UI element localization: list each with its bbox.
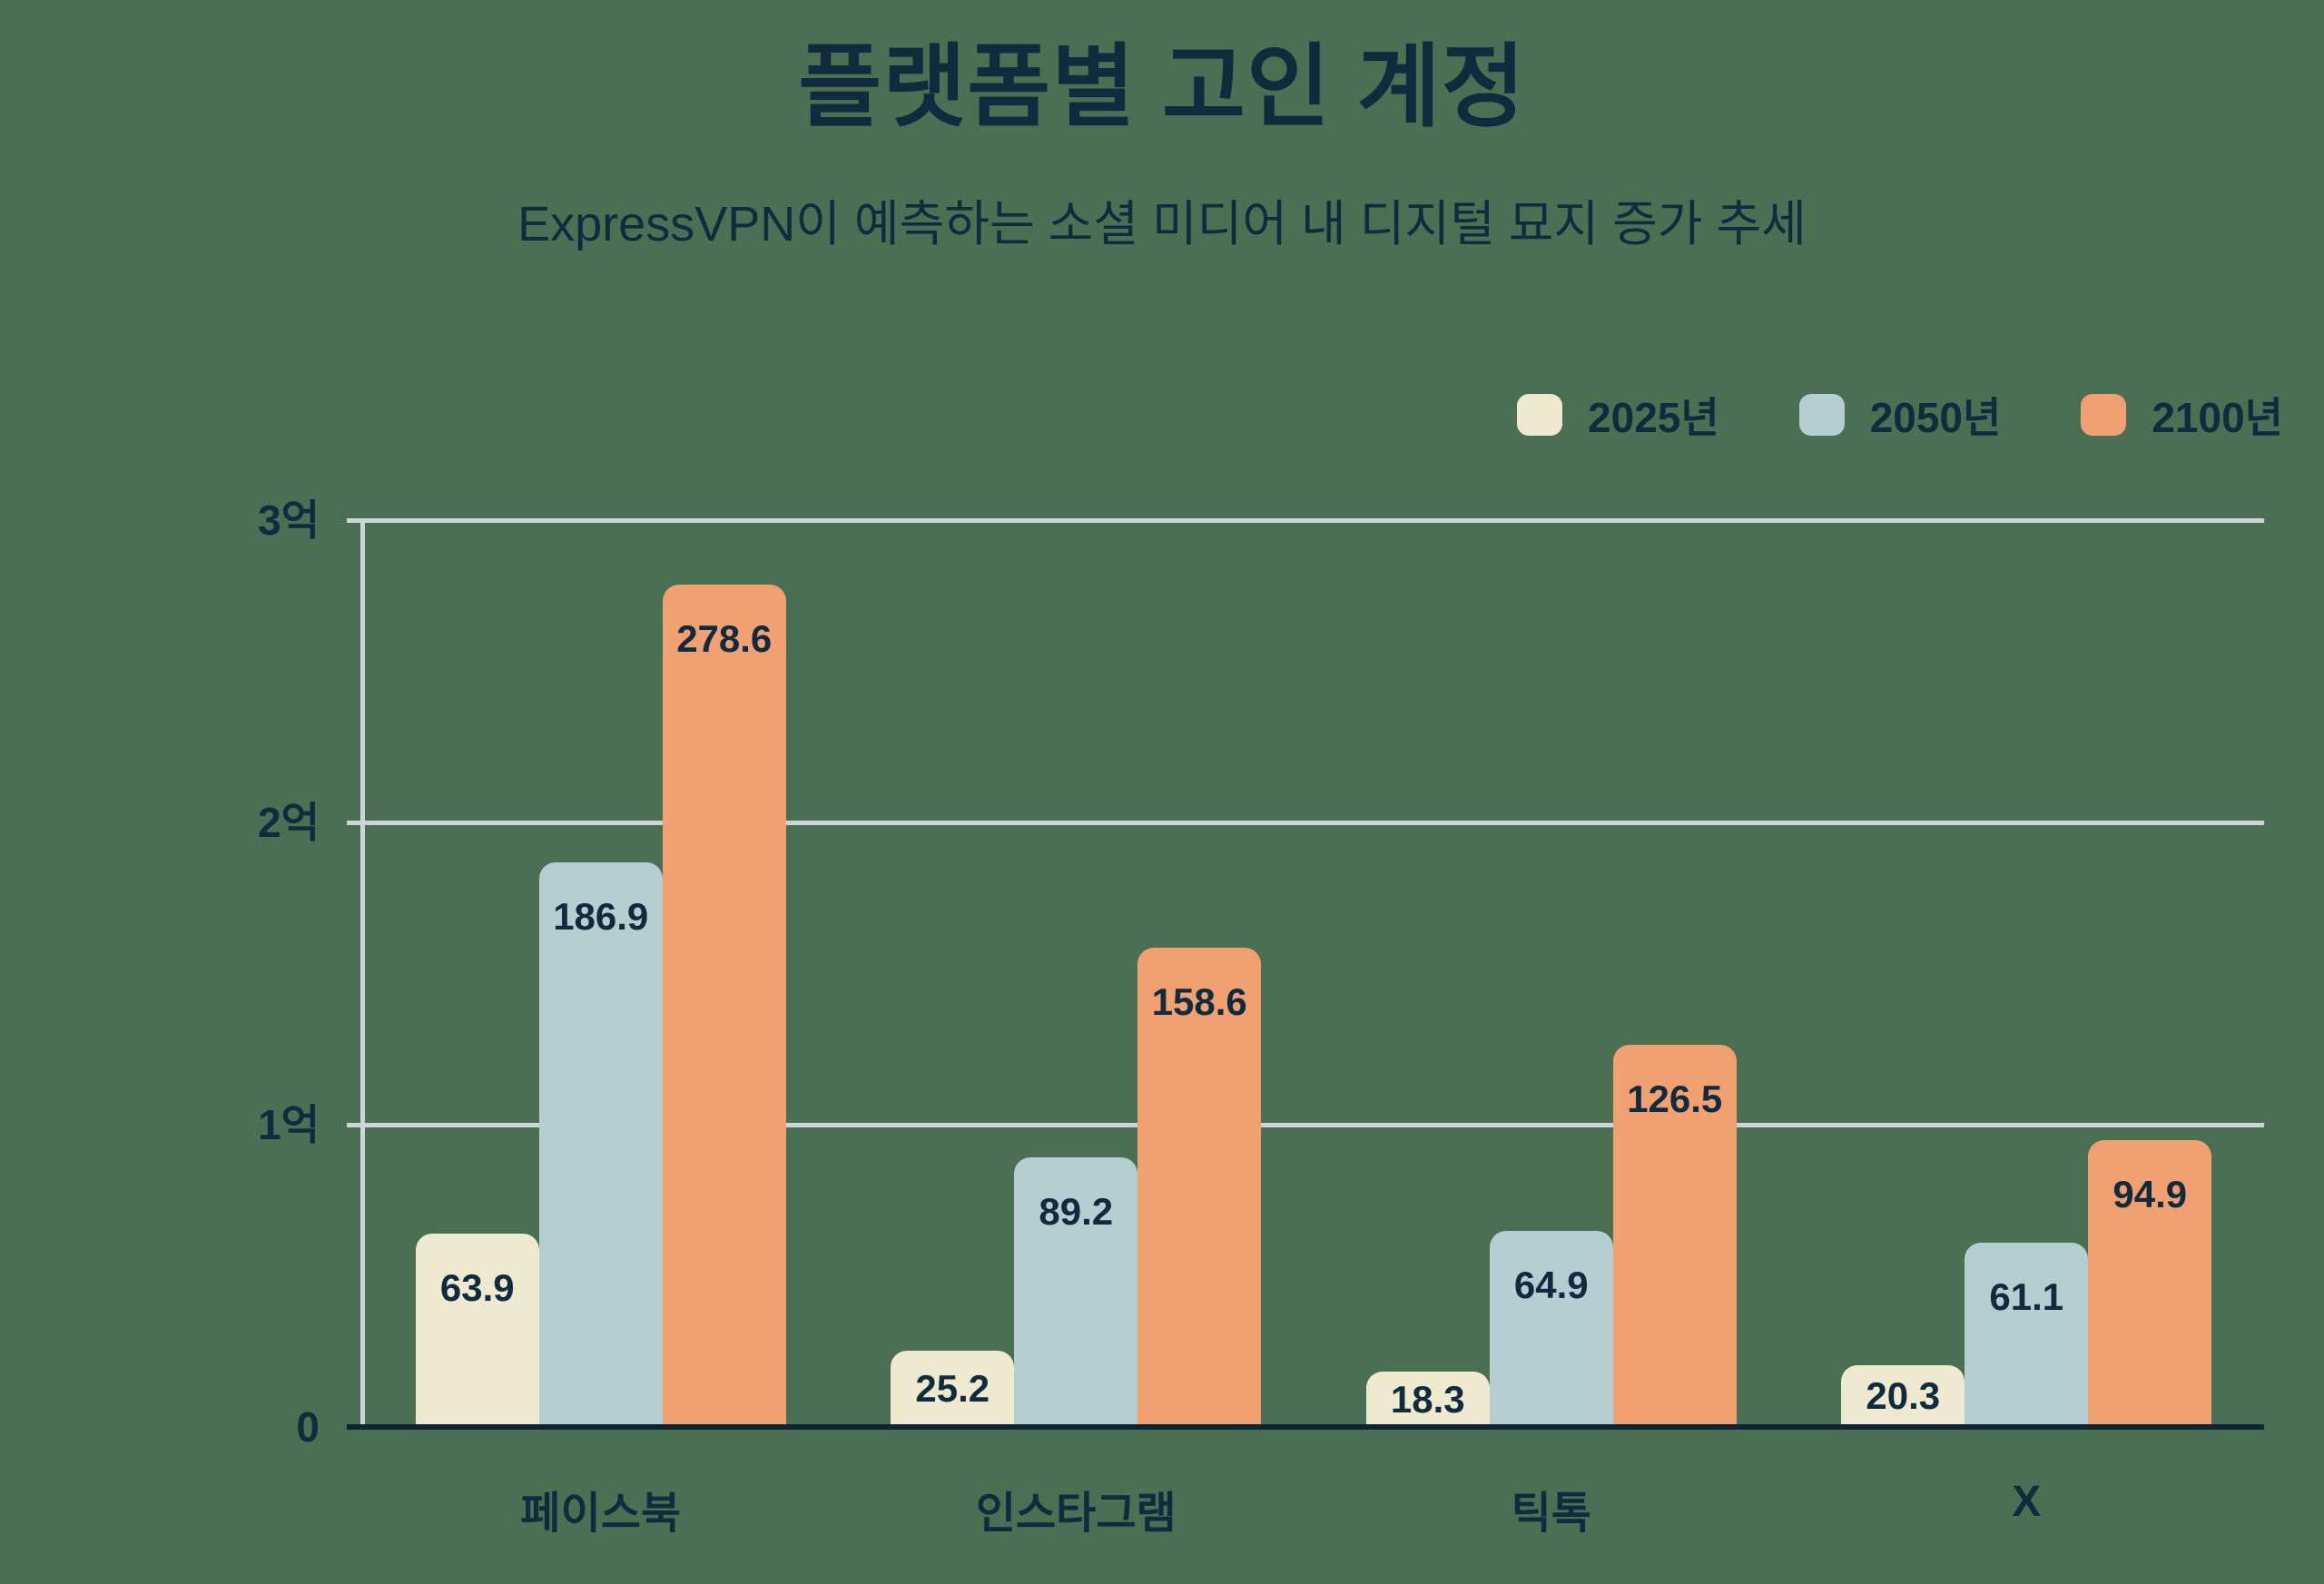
legend-swatch (1798, 394, 1845, 436)
bar-group: 63.9 186.9 278.6 (415, 520, 786, 1427)
legend-swatch (1517, 394, 1563, 436)
bar-value-label: 20.3 (1866, 1374, 1941, 1417)
legend: 2025년 2050년 2100년 (1517, 385, 2283, 445)
bar-group: 18.3 64.9 126.5 (1365, 520, 1737, 1427)
bar-value-label: 278.6 (676, 617, 773, 660)
legend-label: 2100년 (2152, 394, 2283, 441)
bar: 63.9 (415, 1234, 539, 1427)
y-tick-label: 1억 (258, 1101, 320, 1148)
bar: 25.2 (891, 1351, 1015, 1427)
category-label: 틱톡 (1511, 1490, 1591, 1538)
category-label: X (2012, 1478, 2042, 1526)
legend-item: 2025년 (1517, 385, 1719, 445)
bar-value-label: 25.2 (915, 1367, 990, 1410)
gridline (347, 821, 2264, 825)
bar-value-label: 186.9 (553, 895, 649, 938)
bar: 18.3 (1365, 1372, 1490, 1427)
bar-group: 25.2 89.2 158.6 (891, 520, 1262, 1427)
legend-item: 2050년 (1798, 385, 2002, 445)
y-tick-label: 0 (296, 1403, 320, 1451)
bar-value-label: 61.1 (1989, 1275, 2064, 1318)
bar-value-label: 126.5 (1627, 1077, 1723, 1120)
gridline (347, 1123, 2264, 1127)
bar-value-label: 89.2 (1039, 1190, 1114, 1233)
bar-group: 20.3 61.1 94.9 (1841, 520, 2212, 1427)
category-label: 인스타그램 (975, 1490, 1177, 1538)
bar-value-label: 63.9 (439, 1266, 515, 1309)
y-tick-label: 3억 (258, 497, 320, 544)
x-axis-line (347, 1424, 2264, 1430)
page-title: 플랫폼별 고인 계정 (798, 36, 1526, 138)
bar-value-label: 94.9 (2112, 1173, 2188, 1215)
legend-label: 2050년 (1869, 394, 2002, 441)
legend-label: 2025년 (1588, 394, 1719, 441)
category-label: 페이스북 (520, 1490, 682, 1538)
y-axis-line (360, 520, 365, 1427)
legend-item: 2100년 (2081, 385, 2283, 445)
bar: 20.3 (1841, 1365, 1965, 1427)
bar: 89.2 (1014, 1157, 1138, 1427)
bar-value-label: 158.6 (1151, 980, 1247, 1023)
legend-swatch (2081, 394, 2127, 436)
bar: 126.5 (1612, 1045, 1737, 1427)
gridline (347, 518, 2264, 523)
bar: 64.9 (1489, 1231, 1613, 1427)
bar-value-label: 18.3 (1390, 1377, 1465, 1421)
bar: 186.9 (538, 862, 663, 1427)
bar-value-label: 64.9 (1513, 1264, 1589, 1306)
y-tick-label: 2억 (258, 799, 320, 846)
bar: 278.6 (662, 585, 786, 1427)
bar: 94.9 (2088, 1140, 2212, 1427)
page-subtitle: ExpressVPN이 예측하는 소셜 미디어 내 디지털 묘지 증가 추세 (517, 197, 1807, 251)
bar: 61.1 (1965, 1243, 2089, 1427)
bar: 158.6 (1137, 948, 1262, 1427)
